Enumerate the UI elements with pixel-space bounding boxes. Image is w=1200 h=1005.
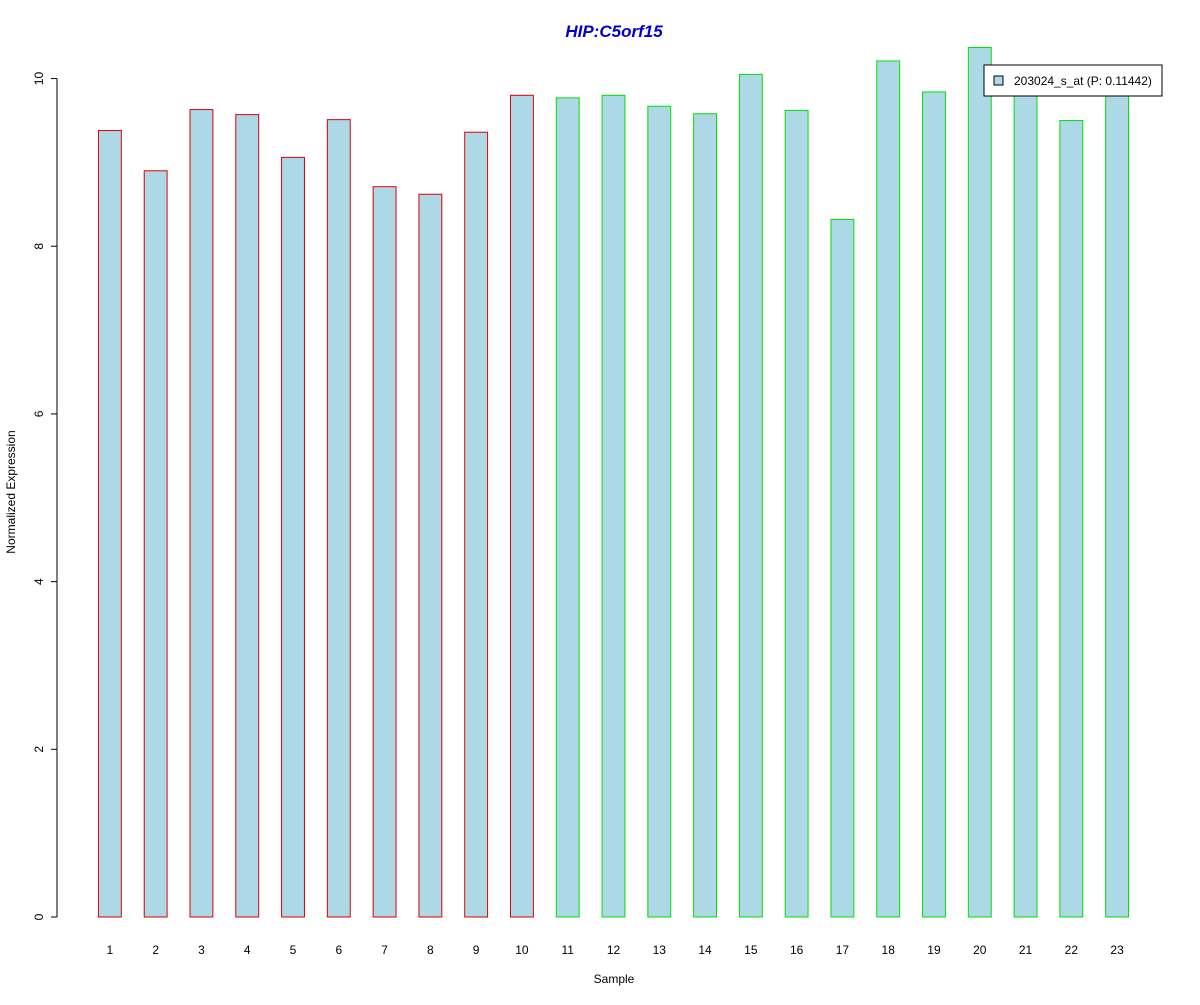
y-axis-label: Normalized Expression (4, 430, 18, 553)
x-tick-label: 23 (1110, 943, 1124, 957)
bar-sample-15 (738, 73, 763, 918)
x-tick-label: 10 (515, 943, 529, 957)
x-tick-label: 19 (927, 943, 941, 957)
bar-sample-2 (143, 170, 168, 918)
x-tick-label: 12 (607, 943, 621, 957)
x-tick-label: 6 (335, 943, 342, 957)
x-tick-label: 13 (653, 943, 667, 957)
x-tick-label: 14 (698, 943, 712, 957)
y-tick-label: 4 (32, 578, 46, 585)
bar-sample-10 (509, 94, 534, 918)
bar-sample-4 (235, 114, 260, 918)
x-tick-label: 4 (244, 943, 251, 957)
bar-sample-11 (555, 97, 580, 918)
bar-sample-6 (326, 119, 351, 918)
x-tick-label: 7 (381, 943, 388, 957)
bar-sample-12 (601, 94, 626, 918)
bar-sample-22 (1059, 119, 1084, 918)
y-tick-label: 8 (32, 243, 46, 250)
bar-sample-20 (967, 47, 992, 918)
x-tick-label: 21 (1019, 943, 1033, 957)
x-tick-label: 20 (973, 943, 987, 957)
x-tick-label: 5 (290, 943, 297, 957)
x-tick-label: 8 (427, 943, 434, 957)
y-axis: 0 2 4 6 8 10 (32, 72, 58, 920)
x-tick-label: 17 (836, 943, 850, 957)
y-tick-label: 10 (32, 72, 46, 86)
bar-sample-16 (784, 109, 809, 918)
bar-sample-19 (922, 91, 946, 918)
x-tick-label: 18 (882, 943, 896, 957)
x-tick-label: 15 (744, 943, 758, 957)
bar-sample-13 (647, 105, 672, 918)
bar-sample-5 (281, 156, 305, 918)
bar-sample-18 (876, 60, 901, 918)
bar-sample-14 (693, 113, 718, 918)
x-tick-label: 16 (790, 943, 804, 957)
bar-sample-1 (97, 130, 122, 918)
x-tick-labels: 1 2 3 4 5 6 7 8 9 10 11 12 13 14 15 16 17 18 19 20 21 22 23 (107, 943, 1125, 957)
y-tick-label: 2 (32, 746, 46, 753)
x-tick-label: 22 (1065, 943, 1079, 957)
bar-sample-3 (189, 109, 214, 918)
legend-swatch (993, 75, 1004, 86)
bar-sample-9 (464, 131, 489, 918)
bar-sample-17 (830, 218, 855, 918)
bars-group (97, 47, 1130, 918)
x-tick-label: 1 (107, 943, 114, 957)
bar-sample-8 (418, 193, 443, 918)
y-tick-label: 6 (32, 410, 46, 417)
x-axis-label: Sample (594, 972, 635, 986)
legend: 203024_s_at (P: 0.11442) (983, 64, 1163, 97)
x-tick-label: 3 (198, 943, 205, 957)
legend-box (983, 64, 1163, 97)
bar-sample-21 (1013, 88, 1038, 918)
x-tick-label: 11 (561, 943, 574, 957)
x-tick-label: 2 (152, 943, 159, 957)
legend-label: 203024_s_at (P: 0.11442) (1014, 74, 1152, 88)
chart-title: HIP:C5orf15 (565, 22, 663, 41)
x-tick-label: 9 (473, 943, 480, 957)
bar-sample-23 (1105, 79, 1130, 918)
bar-sample-7 (372, 186, 397, 918)
y-tick-label: 0 (32, 913, 46, 920)
